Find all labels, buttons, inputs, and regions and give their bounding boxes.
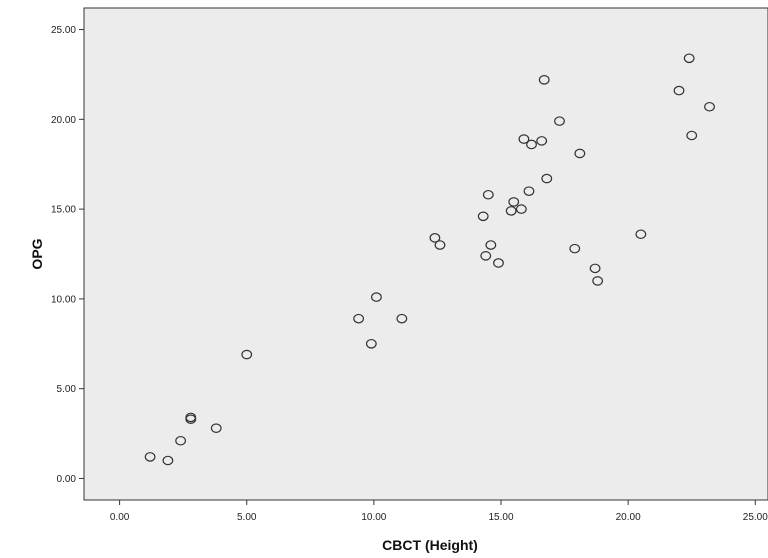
x-tick-label: 0.00	[110, 512, 130, 523]
y-tick-label: 5.00	[57, 384, 77, 395]
x-tick-label: 25.00	[743, 512, 768, 523]
y-axis-title: OPG	[29, 238, 45, 269]
x-tick-label: 5.00	[237, 512, 257, 523]
x-tick-label: 10.00	[361, 512, 386, 523]
y-tick-label: 0.00	[57, 474, 77, 485]
x-tick-label: 15.00	[488, 512, 513, 523]
y-tick-label: 15.00	[51, 205, 76, 216]
y-tick-label: 10.00	[51, 294, 76, 305]
y-tick-label: 25.00	[51, 25, 76, 36]
x-axis-title: CBCT (Height)	[382, 537, 478, 553]
x-axis-ticks: 0.00 5.00 10.00 15.00 20.00 25.00	[110, 500, 768, 523]
x-tick-label: 20.00	[616, 512, 641, 523]
y-axis-ticks: 0.00 5.00 10.00 15.00 20.00 25.00	[51, 25, 84, 485]
plot-background	[84, 8, 768, 500]
y-tick-label: 20.00	[51, 115, 76, 126]
